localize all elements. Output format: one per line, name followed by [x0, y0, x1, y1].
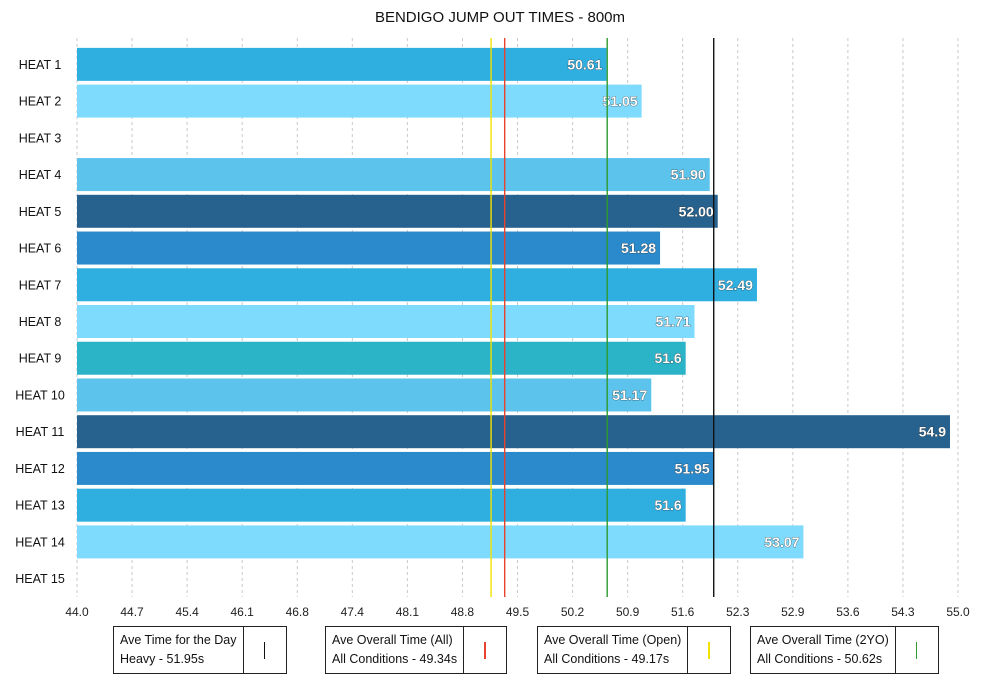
- bar-value-label: 51.28: [621, 240, 656, 256]
- x-tick-label: 50.2: [561, 605, 585, 619]
- bar-value-label: 52.49: [718, 277, 753, 293]
- y-category-label: HEAT 8: [19, 315, 62, 329]
- x-tick-label: 49.5: [506, 605, 530, 619]
- x-tick-label: 51.6: [671, 605, 695, 619]
- bar-chart: 44.0 44.7 45.4 46.1 46.8 47.4 48.1 48.8 49.5 50.2…: [15, 38, 970, 619]
- y-category-label: HEAT 13: [15, 499, 65, 513]
- legend-swatch: [708, 642, 710, 659]
- bar-value-label: 52.00: [679, 203, 714, 219]
- x-tick-label: 46.8: [286, 605, 310, 619]
- bar-value-label: 51.71: [655, 314, 690, 330]
- x-tick-label: 45.4: [175, 605, 199, 619]
- x-tick-label: 47.4: [341, 605, 365, 619]
- bar: [77, 268, 757, 302]
- legend-line1: Ave Overall Time (2YO): [757, 633, 889, 647]
- y-category-label: HEAT 14: [15, 535, 65, 549]
- x-tick-label: 52.9: [781, 605, 805, 619]
- bar-value-label: 51.17: [612, 387, 647, 403]
- bar-value-label: 53.07: [764, 534, 799, 550]
- x-tick-label: 48.8: [451, 605, 475, 619]
- x-tick-label: 53.6: [836, 605, 860, 619]
- y-category-label: HEAT 12: [15, 462, 65, 476]
- bar: [77, 305, 695, 338]
- y-category-label: HEAT 11: [16, 425, 65, 439]
- bar: [77, 84, 642, 118]
- x-tick-label: 54.3: [891, 605, 915, 619]
- bar-value-label: 51.6: [654, 497, 681, 513]
- x-tick-label: 52.3: [726, 605, 750, 619]
- bar-value-label: 51.95: [675, 460, 710, 476]
- y-category-label: HEAT 7: [19, 278, 62, 292]
- x-tick-label: 50.9: [616, 605, 640, 619]
- x-tick-label: 46.1: [231, 605, 255, 619]
- legend-line2: Heavy - 51.95s: [120, 652, 205, 666]
- x-tick-label: 44.7: [120, 605, 144, 619]
- legend-overall-open: Ave Overall Time (Open) All Conditions - …: [537, 626, 732, 674]
- legend-overall-2yo: Ave Overall Time (2YO) All Conditions - 5…: [750, 626, 939, 674]
- legend-line1: Ave Time for the Day: [120, 633, 237, 647]
- legend-line2: All Conditions - 50.62s: [757, 652, 883, 666]
- chart-title: BENDIGO JUMP OUT TIMES - 800m: [374, 9, 626, 26]
- bar: [77, 415, 950, 449]
- legend-line2: All Conditions - 49.34s: [332, 652, 458, 666]
- bar: [77, 488, 686, 522]
- legend-line1: Ave Overall Time (All): [332, 633, 453, 647]
- bar-value-label: 51.6: [654, 350, 681, 366]
- x-tick-label: 55.0: [946, 605, 970, 619]
- bar: [77, 194, 718, 228]
- bar-value-label: 51.90: [671, 167, 706, 183]
- bar: [77, 341, 686, 375]
- y-category-label: HEAT 5: [19, 205, 62, 219]
- bar: [77, 378, 652, 412]
- legend-swatch: [484, 642, 486, 659]
- y-category-label: HEAT 1: [19, 58, 62, 72]
- y-category-label: HEAT 6: [19, 242, 62, 256]
- legend-swatch: [263, 642, 265, 659]
- y-category-label: HEAT 15: [15, 572, 65, 586]
- bar: [77, 451, 714, 485]
- y-category-label: HEAT 2: [19, 95, 62, 109]
- legend-day-average: Ave Time for the Day Heavy - 51.95s: [113, 626, 287, 674]
- bar-value-label: 50.61: [567, 56, 602, 72]
- bar: [77, 158, 710, 192]
- x-tick-label: 48.1: [396, 605, 420, 619]
- y-category-label: HEAT 10: [15, 388, 65, 402]
- legend-line1: Ave Overall Time (Open): [544, 633, 682, 647]
- x-tick-label: 44.0: [65, 605, 89, 619]
- y-category-label: HEAT 9: [19, 352, 62, 366]
- bar: [77, 525, 804, 559]
- bar: [77, 231, 661, 265]
- bar-value-label: 54.9: [919, 424, 946, 440]
- legend-line2: All Conditions - 49.17s: [544, 652, 670, 666]
- y-category-label: HEAT 3: [19, 131, 62, 145]
- bar: [77, 47, 607, 81]
- legend-overall-all: Ave Overall Time (All) All Conditions - 4…: [325, 626, 508, 674]
- bar-value-label: 51.05: [603, 93, 638, 109]
- legend-swatch: [915, 642, 918, 659]
- y-category-label: HEAT 4: [19, 168, 62, 182]
